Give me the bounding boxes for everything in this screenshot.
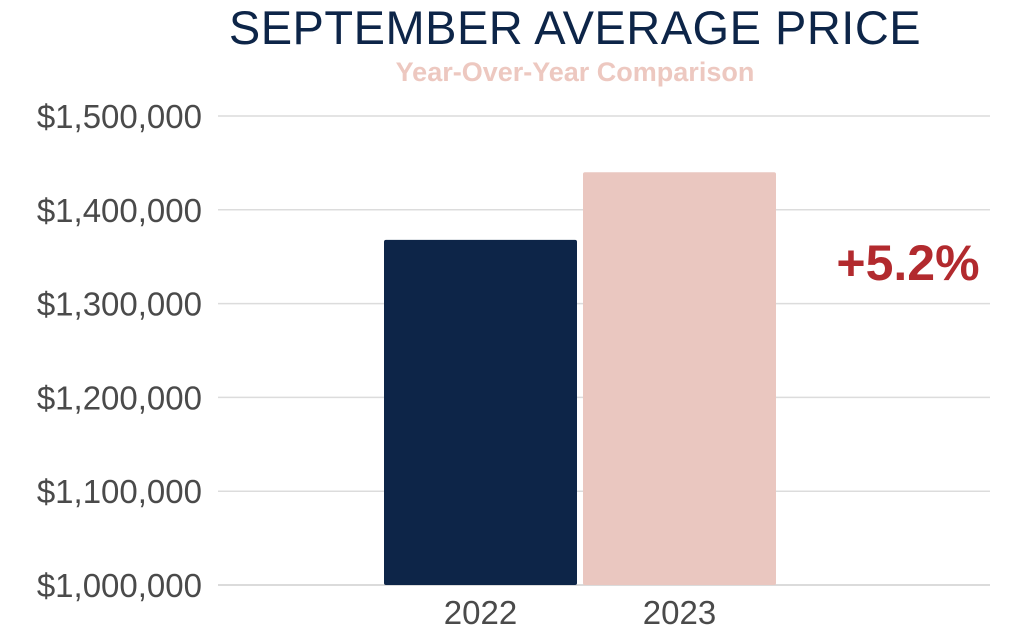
chart-subtitle: Year-Over-Year Comparison [395,57,755,87]
bar-2023 [583,172,776,585]
y-tick-label: $1,200,000 [37,379,202,416]
bar-2022 [384,239,577,586]
y-axis: $1,000,000 $1,100,000 $1,200,000 $1,300,000… [37,98,202,604]
y-tick-label: $1,100,000 [37,473,202,510]
y-tick-label: $1,400,000 [37,192,202,229]
y-tick-label: $1,000,000 [37,567,202,604]
chart-title: SEPTEMBER AVERAGE PRICE [228,1,922,54]
bars [384,172,776,586]
change-annotation: +5.2% [836,235,979,291]
x-axis: 2022 2023 [444,594,716,631]
y-tick-label: $1,500,000 [37,98,202,135]
x-tick-label-2023: 2023 [643,594,716,631]
y-tick-label: $1,300,000 [37,286,202,323]
x-tick-label-2022: 2022 [444,594,517,631]
